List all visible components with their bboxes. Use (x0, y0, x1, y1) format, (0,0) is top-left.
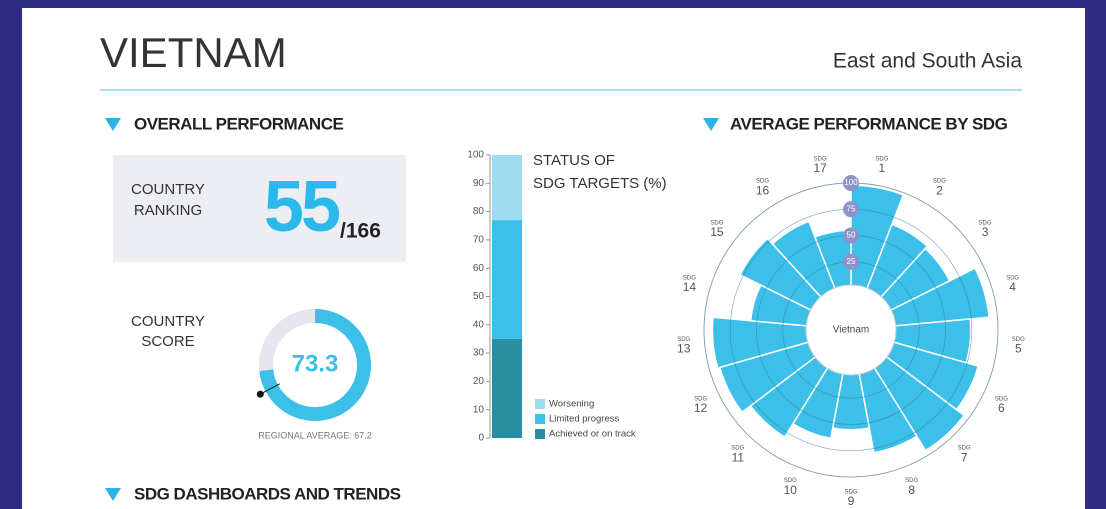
section-title: AVERAGE PERFORMANCE BY SDG (730, 114, 1008, 133)
category-prefix: SDG (875, 156, 888, 162)
category-label: 2 (936, 183, 943, 197)
category-label: 3 (982, 225, 989, 239)
category-prefix: SDG (979, 220, 992, 226)
y-tick-label: 0 (478, 433, 484, 444)
center-label: Vietnam (833, 325, 870, 336)
legend-swatch (535, 429, 545, 439)
gauge-label: COUNTRY (131, 313, 205, 330)
section-marker (703, 118, 719, 131)
y-tick-label: 20 (473, 376, 485, 387)
category-label: 12 (694, 401, 708, 415)
section-marker (105, 118, 121, 131)
category-label: 4 (1009, 280, 1016, 294)
category-prefix: SDG (958, 446, 971, 452)
r-tick-badge (843, 227, 859, 244)
category-label: 15 (710, 225, 724, 239)
category-prefix: SDG (731, 446, 744, 452)
category-prefix: SDG (1012, 337, 1025, 343)
category-label: 17 (813, 161, 827, 175)
section-marker (105, 488, 121, 501)
country-title: VIETNAM (100, 29, 287, 76)
category-prefix: SDG (683, 276, 696, 282)
category-label: 16 (756, 183, 770, 197)
ranking-label: RANKING (134, 202, 202, 219)
y-tick-label: 40 (473, 319, 485, 330)
section-title: SDG DASHBOARDS AND TRENDS (134, 484, 401, 503)
legend-label: Achieved or on track (549, 429, 636, 440)
reference-label: REGIONAL AVERAGE: 67.2 (258, 430, 372, 440)
category-prefix: SDG (905, 478, 918, 484)
bar-segment (492, 338, 522, 438)
rank-total: /166 (340, 220, 381, 243)
r-tick-label: 75 (847, 204, 856, 213)
category-prefix: SDG (710, 220, 723, 226)
category-prefix: SDG (677, 337, 690, 343)
category-label: 7 (961, 450, 968, 464)
legend-label: Worsening (549, 399, 594, 410)
y-tick-label: 100 (467, 150, 484, 161)
category-prefix: SDG (933, 179, 946, 185)
y-tick-label: 60 (473, 263, 485, 274)
y-tick-label: 70 (473, 235, 485, 246)
r-tick-label: 100 (844, 178, 858, 187)
category-prefix: SDG (995, 396, 1008, 402)
center (805, 284, 897, 376)
category-prefix: SDG (844, 490, 857, 496)
r-tick-badge (843, 201, 859, 218)
category-label: 5 (1015, 342, 1022, 356)
reference-dot (256, 390, 264, 398)
legend-swatch (535, 399, 545, 409)
y-tick-label: 30 (473, 348, 485, 359)
bar-segment (492, 155, 522, 221)
category-label: 10 (784, 483, 798, 497)
y-tick-label: 50 (473, 291, 485, 302)
chart-title: SDG TARGETS (%) (533, 175, 667, 192)
section-title: OVERALL PERFORMANCE (134, 114, 343, 133)
category-label: 8 (908, 483, 915, 497)
category-label: 6 (998, 401, 1005, 415)
bar-segment (492, 220, 522, 339)
category-prefix: SDG (756, 179, 769, 185)
ranking-box (113, 155, 406, 262)
category-prefix: SDG (1006, 276, 1019, 282)
category-prefix: SDG (814, 156, 827, 162)
y-tick-label: 80 (473, 206, 485, 217)
chart-title: STATUS OF (533, 152, 615, 169)
gauge-arc (259, 309, 371, 421)
rank: 55 (264, 167, 340, 247)
category-label: 11 (732, 450, 745, 464)
legend-label: Limited progress (549, 414, 619, 425)
category-label: 9 (848, 494, 855, 508)
gauge-label: SCORE (141, 333, 194, 350)
category-prefix: SDG (694, 396, 707, 402)
r-tick-label: 50 (847, 231, 856, 240)
region: East and South Asia (833, 50, 1022, 73)
r-tick-badge (843, 253, 859, 270)
reference-line (260, 383, 280, 395)
category-label: 14 (683, 280, 697, 294)
gauge-value: 73.3 (292, 350, 339, 377)
category-label: 13 (677, 342, 691, 356)
legend-swatch (535, 414, 545, 424)
y-tick-label: 10 (473, 404, 485, 415)
ranking-label: COUNTRY (131, 181, 205, 198)
r-tick-label: 25 (847, 257, 856, 266)
r-tick-badge (843, 175, 859, 191)
y-tick-label: 90 (473, 178, 485, 189)
category-label: 1 (879, 161, 886, 175)
category-prefix: SDG (784, 478, 797, 484)
